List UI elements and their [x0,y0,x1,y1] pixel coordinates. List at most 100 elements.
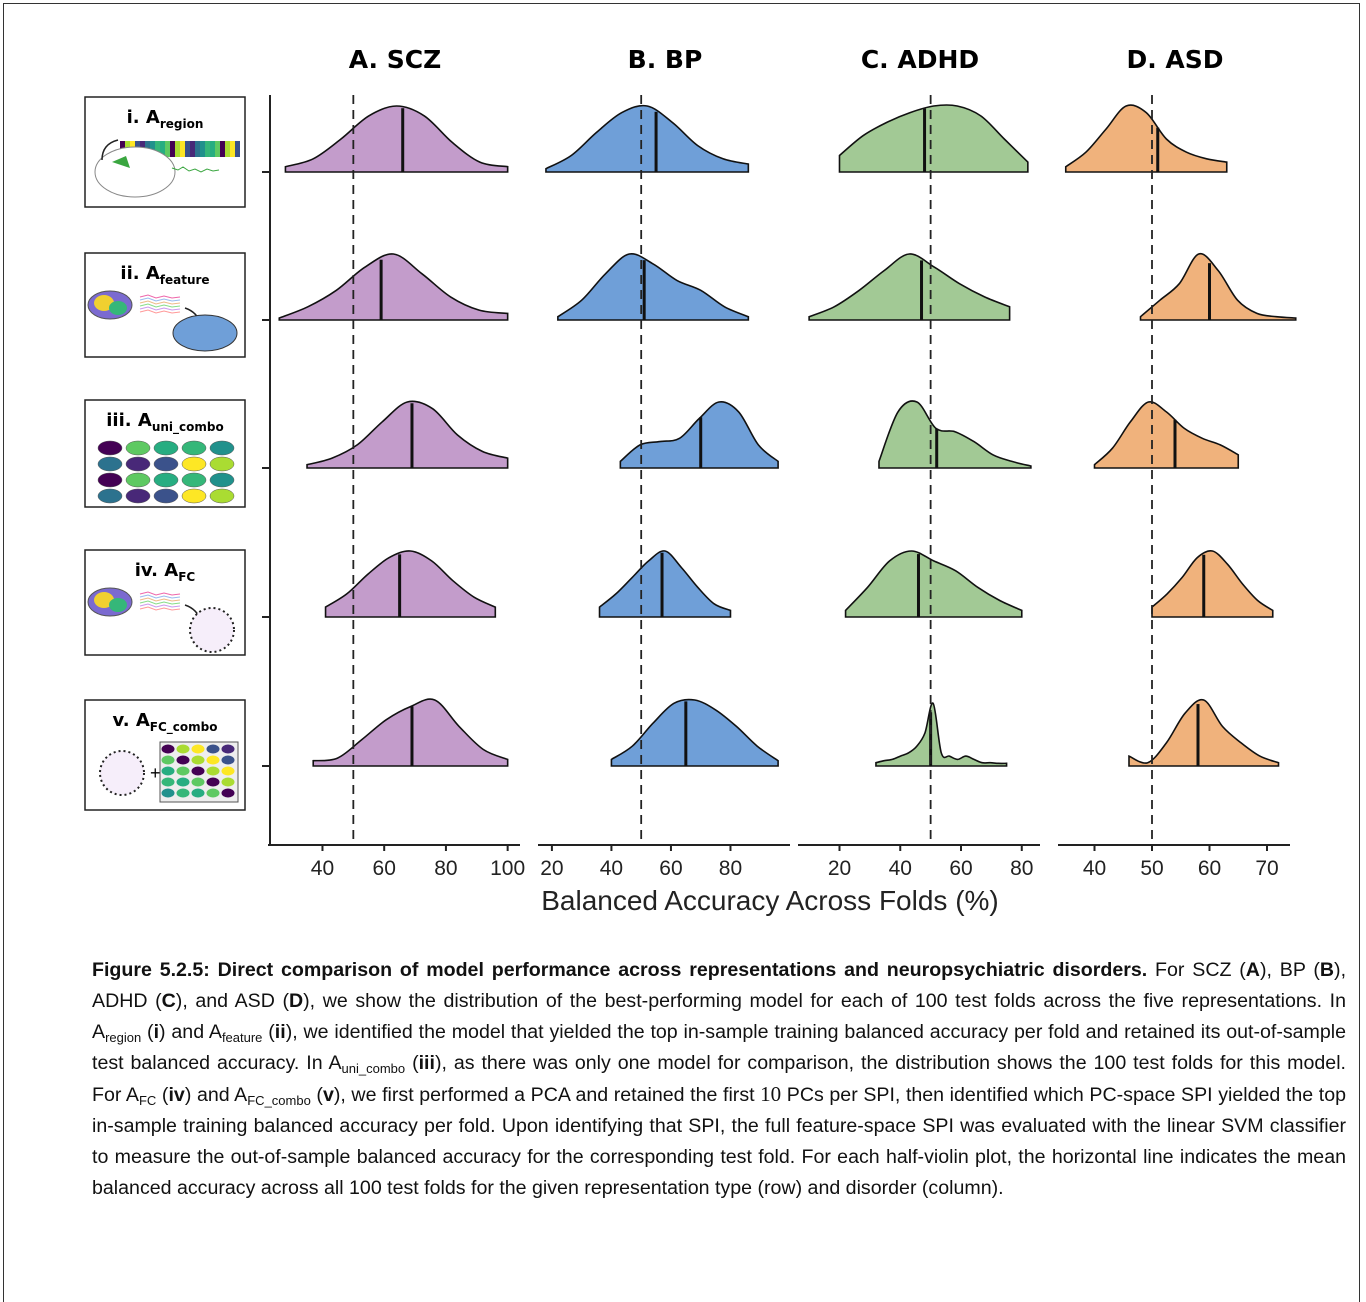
icon-bar [210,141,215,157]
caption-run: C [161,990,176,1012]
caption-run: ), we identified the model that yielded … [92,1021,1347,1074]
row-label-main: i. A [127,107,160,128]
caption-run: ), we first performed a PCA and retained… [333,1084,761,1106]
icon-brain-map [209,488,235,504]
half-violin [844,550,1023,618]
icon-timeseries [139,297,181,302]
row-label-sub: FC_combo [150,720,218,735]
icon-brain-map [181,440,207,456]
x-tick-label: 100 [490,857,525,880]
x-tick-label: 20 [540,857,563,880]
x-tick-label: 80 [1010,857,1033,880]
icon-brain-map [181,456,207,472]
icon-brain-map [221,744,235,754]
icon-brain-map [209,440,235,456]
icon-brain-color [109,598,127,612]
panel-title: A. SCZ [349,45,442,74]
half-violin [808,253,1011,321]
icon-brain-map [191,788,205,798]
caption-run: iii [418,1052,435,1074]
caption-run: ), and ASD ( [175,990,289,1012]
icon-timeseries [139,594,181,599]
panel-title: D. ASD [1126,45,1223,74]
icon-bar [185,141,190,157]
icon-brain-map [221,766,235,776]
x-tick-label: 40 [600,857,623,880]
x-tick-label: 80 [434,857,457,880]
row-label-sub: FC [178,570,195,584]
row-label-sub: feature [160,273,210,287]
icon-brain-map [206,755,220,765]
x-tick-label: 60 [373,857,396,880]
half-violin [1151,549,1274,618]
icon-brain-map [125,456,151,472]
icon-brain-map [191,744,205,754]
icon-bar [190,141,195,157]
icon-timeseries [139,303,181,308]
icon-brain-map [176,755,190,765]
icon-brain-map [206,766,220,776]
row-label: iii. Auni_combo [106,410,223,435]
icon-brain-map [97,440,123,456]
icon-arrow [101,139,119,161]
row-label-sub: uni_combo [152,420,224,435]
icon-network [99,750,145,796]
half-violin [557,252,750,321]
row-label-main: iii. A [106,410,152,431]
caption-run: ( [141,1021,154,1043]
x-tick-label: 70 [1255,857,1278,880]
icon-brain-map [153,456,179,472]
row-label: v. AFC_combo [112,710,217,735]
figure-frame [3,3,1360,1302]
caption-run: ), as there was only one model for compa… [92,1052,1346,1106]
caption-run: ( [405,1052,419,1074]
icon-brain-map [161,788,175,798]
x-tick-label: 80 [719,857,742,880]
half-violin [610,698,779,767]
icon-brain-map [206,744,220,754]
icon-brain-color [94,592,114,608]
caption-run: ) and A [184,1084,248,1106]
icon-bar [155,141,160,157]
panel-title: B. BP [628,45,703,74]
half-violin [284,105,509,173]
icon-brain-map [176,744,190,754]
half-violin [838,104,1029,173]
icon-timeseries [139,300,181,305]
icon-brain-map [161,766,175,776]
icon-brain-map [176,788,190,798]
caption-run: FC_combo [247,1093,311,1108]
half-violin [278,253,509,321]
caption: Figure 5.2.5: Direct comparison of model… [92,955,1346,1204]
icon-brain-map [206,777,220,787]
icon-brain-color [94,295,114,311]
icon-network [189,607,235,653]
icon-brain-map [97,472,123,488]
icon-bar [195,141,200,157]
icon-bar [220,141,225,157]
icon-brain-map [191,755,205,765]
row-label-main: ii. A [120,263,159,284]
icon-brain-map [209,472,235,488]
half-violin [1064,104,1228,173]
icon-brain-map [209,456,235,472]
icon-region [112,156,130,168]
caption-run: ) and A [159,1021,222,1043]
x-tick-label: 40 [889,857,912,880]
icon-brain-map [161,744,175,754]
icon-brain-map [176,766,190,776]
x-tick-label: 60 [659,857,682,880]
caption-run: region [105,1030,142,1045]
half-violin [598,550,732,618]
x-tick-label: 60 [949,857,972,880]
icon-brain-map [181,472,207,488]
icon-bar [200,141,205,157]
row-label: ii. Afeature [120,263,209,287]
icon-timeseries [139,306,181,311]
icon-timeseries [139,597,181,602]
icon-brain-map [125,440,151,456]
icon-bar [230,141,235,157]
caption-run: ( [310,1084,323,1106]
icon-timeseries [139,606,181,611]
row-label-main: v. A [112,710,149,731]
